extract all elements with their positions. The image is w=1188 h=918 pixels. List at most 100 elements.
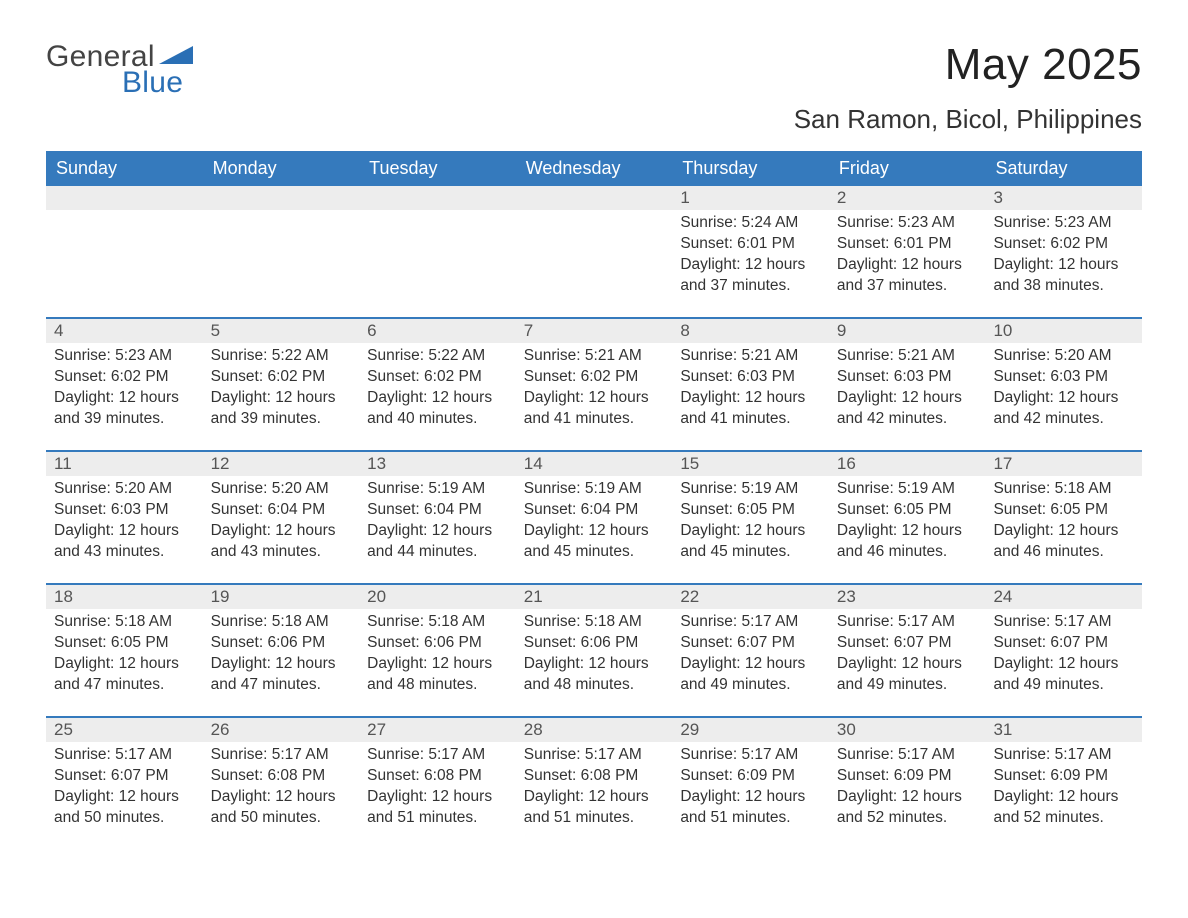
day-number: 24 [985, 585, 1142, 609]
day-cell: 7Sunrise: 5:21 AMSunset: 6:02 PMDaylight… [516, 319, 673, 450]
weekday-header: Tuesday [359, 151, 516, 186]
weeks-container: 1Sunrise: 5:24 AMSunset: 6:01 PMDaylight… [46, 186, 1142, 849]
sunrise-line: Sunrise: 5:19 AM [837, 479, 978, 500]
empty-day [359, 186, 516, 210]
day-info: Sunrise: 5:21 AMSunset: 6:03 PMDaylight:… [829, 343, 986, 436]
sunset-line: Sunset: 6:07 PM [837, 633, 978, 654]
sunrise-line: Sunrise: 5:17 AM [367, 745, 508, 766]
day-cell: 15Sunrise: 5:19 AMSunset: 6:05 PMDayligh… [672, 452, 829, 583]
title-block: May 2025 San Ramon, Bicol, Philippines [794, 40, 1142, 135]
day-cell: 27Sunrise: 5:17 AMSunset: 6:08 PMDayligh… [359, 718, 516, 849]
sunset-line: Sunset: 6:03 PM [680, 367, 821, 388]
day-cell: 5Sunrise: 5:22 AMSunset: 6:02 PMDaylight… [203, 319, 360, 450]
day-number: 17 [985, 452, 1142, 476]
day-number: 3 [985, 186, 1142, 210]
day-cell: 13Sunrise: 5:19 AMSunset: 6:04 PMDayligh… [359, 452, 516, 583]
day-cell: 21Sunrise: 5:18 AMSunset: 6:06 PMDayligh… [516, 585, 673, 716]
sunrise-line: Sunrise: 5:17 AM [54, 745, 195, 766]
day-number: 14 [516, 452, 673, 476]
day-info: Sunrise: 5:19 AMSunset: 6:04 PMDaylight:… [359, 476, 516, 569]
day-cell [46, 186, 203, 317]
daylight-line: Daylight: 12 hours and 48 minutes. [367, 654, 508, 696]
daylight-line: Daylight: 12 hours and 52 minutes. [993, 787, 1134, 829]
day-number: 22 [672, 585, 829, 609]
week-row: 11Sunrise: 5:20 AMSunset: 6:03 PMDayligh… [46, 450, 1142, 583]
calendar: SundayMondayTuesdayWednesdayThursdayFrid… [46, 151, 1142, 849]
day-info: Sunrise: 5:17 AMSunset: 6:08 PMDaylight:… [516, 742, 673, 835]
sunset-line: Sunset: 6:05 PM [837, 500, 978, 521]
sunset-line: Sunset: 6:07 PM [54, 766, 195, 787]
sunset-line: Sunset: 6:05 PM [54, 633, 195, 654]
sunset-line: Sunset: 6:04 PM [524, 500, 665, 521]
daylight-line: Daylight: 12 hours and 49 minutes. [993, 654, 1134, 696]
day-cell: 30Sunrise: 5:17 AMSunset: 6:09 PMDayligh… [829, 718, 986, 849]
daylight-line: Daylight: 12 hours and 50 minutes. [54, 787, 195, 829]
daylight-line: Daylight: 12 hours and 46 minutes. [993, 521, 1134, 563]
sunset-line: Sunset: 6:03 PM [993, 367, 1134, 388]
day-number: 25 [46, 718, 203, 742]
day-number: 5 [203, 319, 360, 343]
day-number: 4 [46, 319, 203, 343]
empty-day [203, 186, 360, 210]
sunrise-line: Sunrise: 5:23 AM [993, 213, 1134, 234]
daylight-line: Daylight: 12 hours and 51 minutes. [367, 787, 508, 829]
day-number: 23 [829, 585, 986, 609]
sunrise-line: Sunrise: 5:20 AM [211, 479, 352, 500]
daylight-line: Daylight: 12 hours and 40 minutes. [367, 388, 508, 430]
day-info: Sunrise: 5:17 AMSunset: 6:08 PMDaylight:… [359, 742, 516, 835]
day-info: Sunrise: 5:17 AMSunset: 6:09 PMDaylight:… [672, 742, 829, 835]
daylight-line: Daylight: 12 hours and 51 minutes. [524, 787, 665, 829]
day-cell: 2Sunrise: 5:23 AMSunset: 6:01 PMDaylight… [829, 186, 986, 317]
daylight-line: Daylight: 12 hours and 41 minutes. [524, 388, 665, 430]
sunrise-line: Sunrise: 5:18 AM [993, 479, 1134, 500]
daylight-line: Daylight: 12 hours and 49 minutes. [680, 654, 821, 696]
sunset-line: Sunset: 6:05 PM [993, 500, 1134, 521]
logo-word2: Blue [122, 66, 183, 100]
day-cell: 8Sunrise: 5:21 AMSunset: 6:03 PMDaylight… [672, 319, 829, 450]
day-info: Sunrise: 5:17 AMSunset: 6:07 PMDaylight:… [46, 742, 203, 835]
day-info: Sunrise: 5:18 AMSunset: 6:06 PMDaylight:… [516, 609, 673, 702]
day-info: Sunrise: 5:24 AMSunset: 6:01 PMDaylight:… [672, 210, 829, 303]
sunrise-line: Sunrise: 5:17 AM [993, 745, 1134, 766]
day-number: 2 [829, 186, 986, 210]
sunset-line: Sunset: 6:08 PM [524, 766, 665, 787]
sunset-line: Sunset: 6:06 PM [367, 633, 508, 654]
weekday-header: Friday [829, 151, 986, 186]
sunrise-line: Sunrise: 5:19 AM [367, 479, 508, 500]
weekday-header: Thursday [672, 151, 829, 186]
day-number: 28 [516, 718, 673, 742]
day-cell: 16Sunrise: 5:19 AMSunset: 6:05 PMDayligh… [829, 452, 986, 583]
day-cell: 29Sunrise: 5:17 AMSunset: 6:09 PMDayligh… [672, 718, 829, 849]
day-info: Sunrise: 5:17 AMSunset: 6:08 PMDaylight:… [203, 742, 360, 835]
sunrise-line: Sunrise: 5:17 AM [211, 745, 352, 766]
week-row: 4Sunrise: 5:23 AMSunset: 6:02 PMDaylight… [46, 317, 1142, 450]
sunrise-line: Sunrise: 5:24 AM [680, 213, 821, 234]
daylight-line: Daylight: 12 hours and 43 minutes. [54, 521, 195, 563]
sunrise-line: Sunrise: 5:20 AM [993, 346, 1134, 367]
sunrise-line: Sunrise: 5:23 AM [54, 346, 195, 367]
sunrise-line: Sunrise: 5:18 AM [524, 612, 665, 633]
location-label: San Ramon, Bicol, Philippines [794, 104, 1142, 135]
day-cell: 12Sunrise: 5:20 AMSunset: 6:04 PMDayligh… [203, 452, 360, 583]
day-info: Sunrise: 5:18 AMSunset: 6:06 PMDaylight:… [359, 609, 516, 702]
daylight-line: Daylight: 12 hours and 42 minutes. [993, 388, 1134, 430]
day-number: 29 [672, 718, 829, 742]
sunset-line: Sunset: 6:09 PM [680, 766, 821, 787]
weekday-header: Monday [203, 151, 360, 186]
day-info: Sunrise: 5:17 AMSunset: 6:07 PMDaylight:… [829, 609, 986, 702]
day-number: 11 [46, 452, 203, 476]
day-number: 20 [359, 585, 516, 609]
sunrise-line: Sunrise: 5:17 AM [837, 745, 978, 766]
empty-day [46, 186, 203, 210]
day-info: Sunrise: 5:22 AMSunset: 6:02 PMDaylight:… [359, 343, 516, 436]
sunset-line: Sunset: 6:06 PM [211, 633, 352, 654]
daylight-line: Daylight: 12 hours and 47 minutes. [211, 654, 352, 696]
daylight-line: Daylight: 12 hours and 38 minutes. [993, 255, 1134, 297]
day-cell: 1Sunrise: 5:24 AMSunset: 6:01 PMDaylight… [672, 186, 829, 317]
day-info: Sunrise: 5:19 AMSunset: 6:04 PMDaylight:… [516, 476, 673, 569]
day-cell: 28Sunrise: 5:17 AMSunset: 6:08 PMDayligh… [516, 718, 673, 849]
day-cell: 23Sunrise: 5:17 AMSunset: 6:07 PMDayligh… [829, 585, 986, 716]
day-info: Sunrise: 5:17 AMSunset: 6:09 PMDaylight:… [829, 742, 986, 835]
sunset-line: Sunset: 6:08 PM [211, 766, 352, 787]
day-cell [516, 186, 673, 317]
